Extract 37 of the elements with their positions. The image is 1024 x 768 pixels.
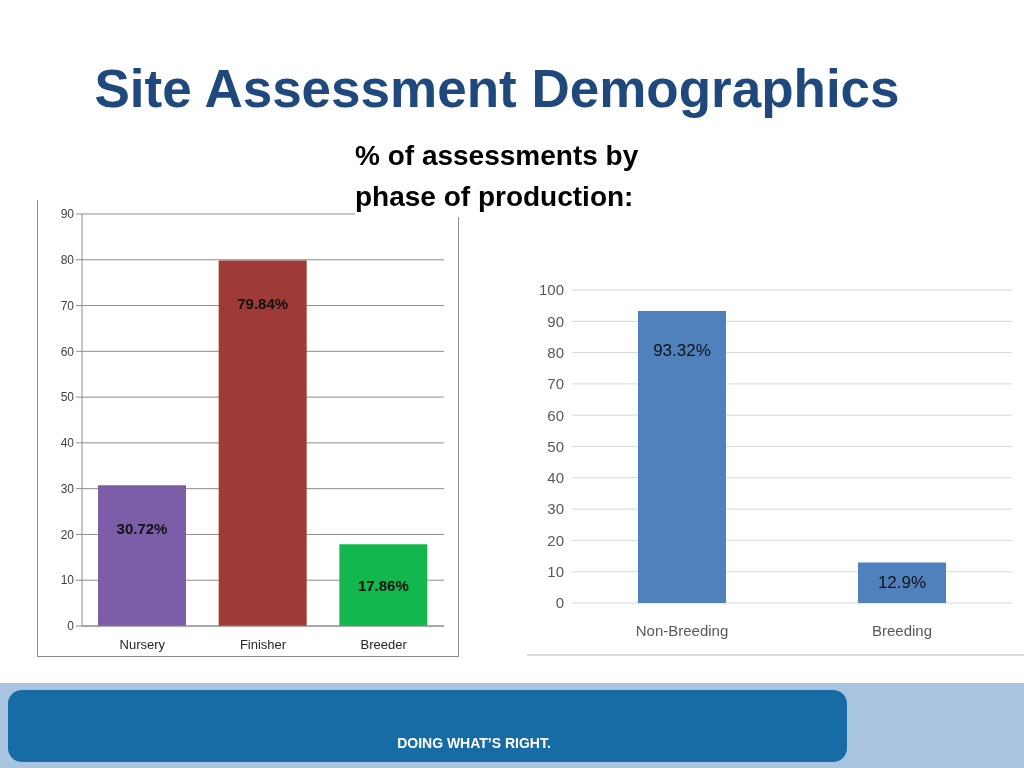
y-tick-label: 40 bbox=[60, 436, 75, 451]
y-tick-label: 10 bbox=[60, 573, 75, 588]
y-tick-label: 30 bbox=[60, 481, 75, 496]
y-tick-label: 80 bbox=[547, 343, 564, 361]
y-tick-label: 20 bbox=[547, 531, 564, 549]
x-tick-label: Breeding bbox=[871, 621, 933, 639]
y-tick-label: 70 bbox=[547, 375, 564, 393]
data-label: 93.32% bbox=[653, 341, 711, 361]
y-tick-label: 60 bbox=[547, 406, 564, 424]
y-tick-label: 10 bbox=[547, 563, 564, 581]
y-tick-label: 60 bbox=[60, 344, 75, 359]
data-label: 30.72% bbox=[116, 519, 168, 537]
text: DOING WHAT’S RIGHT. bbox=[397, 735, 551, 751]
y-tick-label: 30 bbox=[547, 500, 564, 518]
y-tick-label: 80 bbox=[60, 253, 75, 268]
y-tick-label: 50 bbox=[547, 437, 564, 455]
bar bbox=[218, 260, 307, 626]
data-label: 79.84% bbox=[237, 295, 289, 313]
x-tick-label: Finisher bbox=[239, 637, 287, 653]
x-tick-label: Non-Breeding bbox=[635, 621, 729, 639]
data-label: 17.86% bbox=[357, 576, 409, 594]
chart-subtitle: % of assessments by phase of production: bbox=[355, 140, 639, 212]
y-tick-label: 0 bbox=[67, 619, 75, 634]
y-tick-label: 20 bbox=[60, 527, 75, 542]
bar bbox=[339, 544, 428, 626]
y-tick-label: 70 bbox=[60, 298, 75, 313]
y-tick-label: 40 bbox=[547, 469, 564, 487]
y-tick-label: 50 bbox=[60, 390, 75, 405]
y-tick-label: 0 bbox=[555, 594, 564, 612]
data-label: 12.9% bbox=[877, 573, 927, 593]
bar bbox=[98, 485, 186, 626]
y-tick-label: 90 bbox=[547, 312, 564, 330]
x-tick-label: Breeder bbox=[360, 637, 408, 653]
x-tick-label: Nursery bbox=[119, 637, 166, 653]
chart-title: Site Assessment Demographics bbox=[94, 59, 900, 118]
y-tick-label: 90 bbox=[60, 207, 75, 222]
y-tick-label: 100 bbox=[538, 281, 564, 299]
